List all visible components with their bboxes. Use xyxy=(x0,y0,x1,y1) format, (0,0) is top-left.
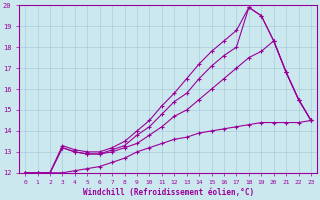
X-axis label: Windchill (Refroidissement éolien,°C): Windchill (Refroidissement éolien,°C) xyxy=(83,188,254,197)
